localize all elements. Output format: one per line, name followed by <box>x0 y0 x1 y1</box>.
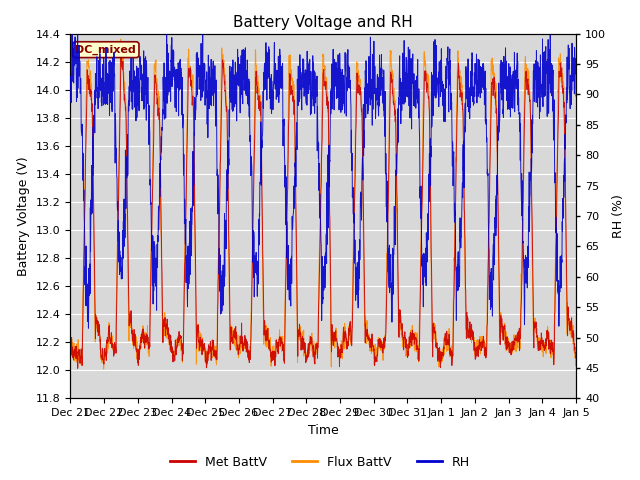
Text: DC_mixed: DC_mixed <box>76 45 136 55</box>
Legend: Met BattV, Flux BattV, RH: Met BattV, Flux BattV, RH <box>165 451 475 474</box>
Y-axis label: Battery Voltage (V): Battery Voltage (V) <box>17 156 30 276</box>
Title: Battery Voltage and RH: Battery Voltage and RH <box>234 15 413 30</box>
X-axis label: Time: Time <box>308 424 339 437</box>
Y-axis label: RH (%): RH (%) <box>612 194 625 238</box>
